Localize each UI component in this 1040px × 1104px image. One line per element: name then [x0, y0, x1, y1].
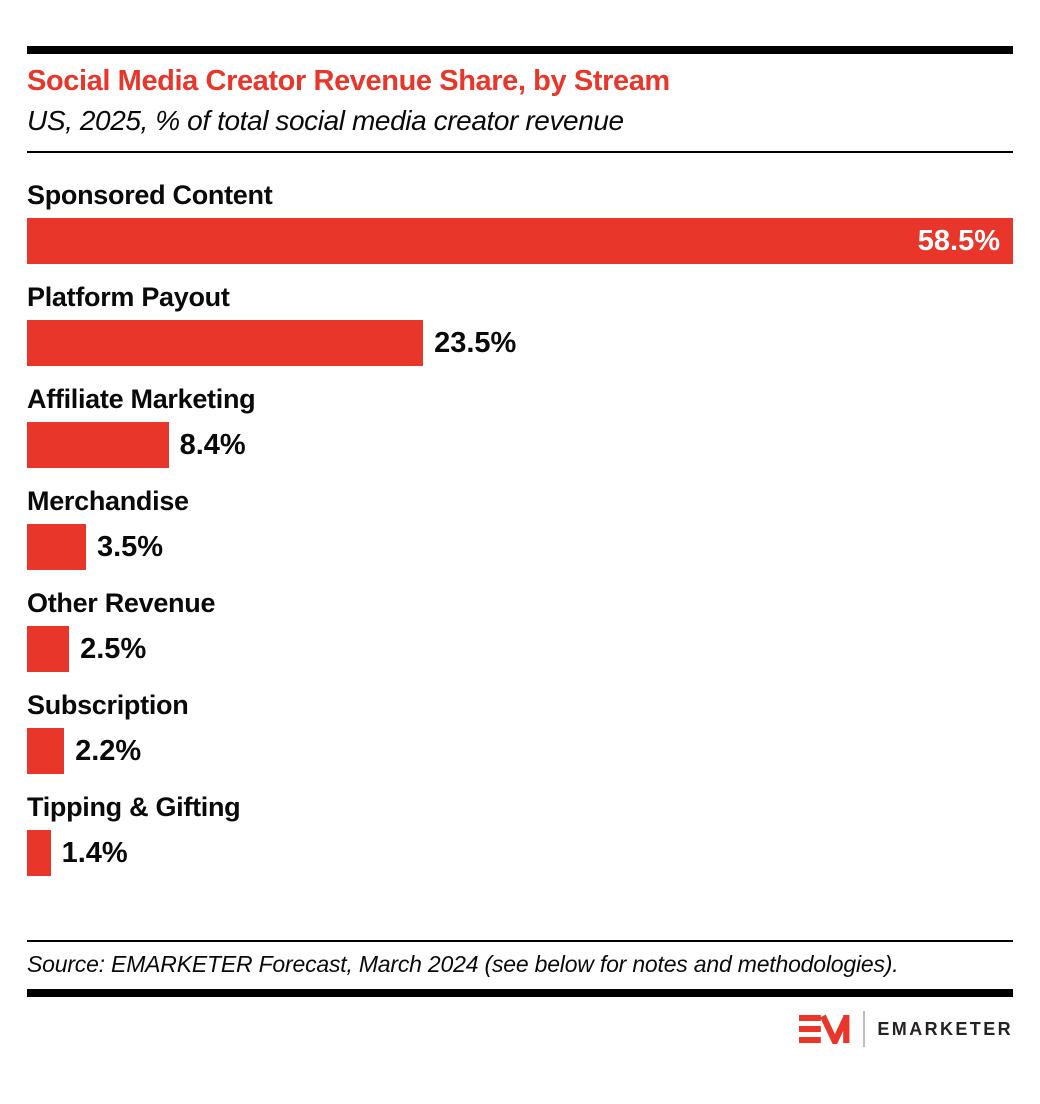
bar — [27, 728, 65, 775]
chart-row: Other Revenue 2.5% — [27, 587, 1013, 673]
chart-row: Subscription 2.2% — [27, 689, 1013, 775]
bar-line: 1.4% — [27, 830, 1013, 877]
bar-line: 3.5% — [27, 524, 1013, 571]
bar-chart: Sponsored Content 58.5% Platform Payout … — [27, 179, 1013, 877]
emarketer-logo-text: EMARKETER — [877, 1018, 1013, 1039]
page: Social Media Creator Revenue Share, by S… — [0, 46, 1040, 1048]
bar — [27, 524, 86, 571]
bar-line: 58.5% — [27, 218, 1013, 265]
chart-row: Sponsored Content 58.5% — [27, 179, 1013, 265]
emarketer-logo-icon — [799, 1014, 850, 1045]
chart-row: Tipping & Gifting 1.4% — [27, 791, 1013, 877]
bar-line: 23.5% — [27, 320, 1013, 367]
bar — [27, 320, 424, 367]
value-label: 23.5% — [434, 326, 517, 359]
category-label: Other Revenue — [27, 588, 216, 619]
category-label: Tipping & Gifting — [27, 792, 241, 823]
bar-line: 8.4% — [27, 422, 1013, 469]
chart-row: Affiliate Marketing 8.4% — [27, 383, 1013, 469]
value-label: 2.5% — [80, 632, 147, 665]
bar — [27, 422, 169, 469]
bar-line: 2.5% — [27, 626, 1013, 673]
category-label: Merchandise — [27, 486, 189, 517]
chart-row: Platform Payout 23.5% — [27, 281, 1013, 367]
top-rule — [27, 46, 1013, 54]
bar — [27, 830, 51, 877]
bar: 58.5% — [27, 218, 1013, 265]
category-label: Platform Payout — [27, 282, 230, 313]
chart-row: Merchandise 3.5% — [27, 485, 1013, 571]
header-divider — [27, 151, 1013, 154]
value-label: 8.4% — [179, 428, 246, 461]
bottom-rule — [27, 989, 1013, 998]
source-note: Source: EMARKETER Forecast, March 2024 (… — [27, 951, 899, 978]
logo-divider — [863, 1011, 866, 1048]
category-label: Affiliate Marketing — [27, 384, 256, 415]
value-label: 1.4% — [61, 836, 128, 869]
footer-divider — [27, 940, 1013, 943]
value-label: 58.5% — [917, 224, 1000, 257]
bar-line: 2.2% — [27, 728, 1013, 775]
category-label: Sponsored Content — [27, 180, 273, 211]
bar — [27, 626, 70, 673]
value-label: 2.2% — [75, 734, 142, 767]
chart-subtitle: US, 2025, % of total social media creato… — [27, 105, 624, 137]
chart-title: Social Media Creator Revenue Share, by S… — [27, 65, 670, 97]
category-label: Subscription — [27, 690, 189, 721]
value-label: 3.5% — [96, 530, 164, 563]
logo-row: EMARKETER — [27, 1011, 1013, 1048]
